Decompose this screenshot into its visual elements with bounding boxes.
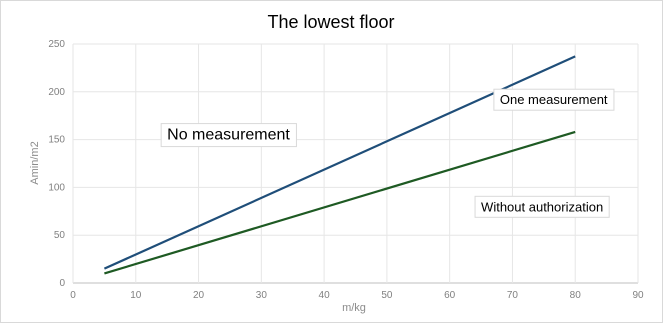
x-tick-label: 60	[444, 290, 456, 301]
annotation: Without authorization	[474, 195, 610, 218]
annotation: No measurement	[160, 123, 297, 148]
x-tick-label: 20	[193, 290, 205, 301]
x-tick-label: 50	[381, 290, 393, 301]
annotation-box	[160, 123, 297, 148]
y-tick-label: 150	[48, 135, 65, 146]
x-axis-title: m/kg	[342, 302, 366, 314]
annotation: One measurement	[493, 88, 615, 111]
grid-lines	[72, 43, 639, 284]
annotation-text: Without authorization	[481, 199, 603, 214]
series-line-2	[104, 130, 576, 275]
x-tick-label: 70	[507, 290, 519, 301]
x-tick-label: 10	[130, 290, 142, 301]
annotation-box	[474, 195, 610, 218]
y-tick-label: 100	[48, 182, 65, 193]
annotations: No measurement One measurement Without aut…	[160, 88, 615, 218]
series-line-1	[103, 55, 576, 270]
y-tick-label: 200	[48, 87, 65, 98]
y-tick-label: 250	[48, 39, 65, 50]
x-tick-label: 30	[256, 290, 268, 301]
x-tick-label: 90	[632, 290, 644, 301]
annotation-text: One measurement	[500, 92, 608, 107]
annotation-text: No measurement	[167, 127, 290, 144]
annotation-box	[493, 88, 615, 111]
y-axis-title: Amin/m2	[29, 141, 41, 184]
x-tick-label: 80	[570, 290, 582, 301]
tick-labels: 0 50 100 150 200 250 0 10 20 30 40 50 60 70 80 90	[48, 39, 644, 301]
y-tick-label: 50	[54, 230, 66, 241]
chart-title: The lowest floor	[267, 12, 394, 32]
y-tick-label: 0	[59, 278, 65, 289]
x-tick-label: 40	[319, 290, 331, 301]
x-tick-label: 0	[70, 290, 76, 301]
